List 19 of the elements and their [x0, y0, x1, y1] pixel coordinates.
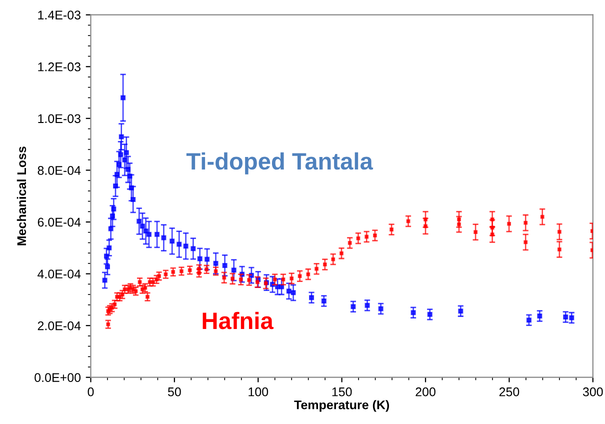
- y-tick-label: 4.0E-04: [38, 270, 81, 278]
- y-tick-label: 1.4E-03: [38, 10, 80, 20]
- y-tick-label: 6.0E-04: [38, 218, 81, 227]
- x-tick-label: 0: [88, 387, 94, 396]
- x-tick-label: 100: [248, 387, 268, 396]
- text: Ti-doped Tantala: [186, 152, 374, 174]
- y-tick-label: 1.2E-03: [38, 62, 80, 72]
- y-tick-label: 2.0E-04: [38, 321, 81, 330]
- x-tick-label: 300: [582, 387, 603, 396]
- y-tick-label: 0.0E+00: [34, 373, 81, 382]
- series-label: Hafnia: [202, 312, 274, 330]
- x-tick-label: 250: [499, 387, 520, 396]
- x-tick-label: 50: [168, 387, 181, 396]
- x-tick-label: 200: [416, 387, 436, 396]
- x-tick-label: 150: [332, 387, 352, 396]
- y-tick-label: 1.0E-03: [38, 114, 80, 124]
- x-axis-title: Temperature (K): [294, 400, 390, 412]
- y-axis-title: Mechanical Loss: [16, 146, 26, 246]
- y-tick-label: 8.0E-04: [38, 166, 81, 175]
